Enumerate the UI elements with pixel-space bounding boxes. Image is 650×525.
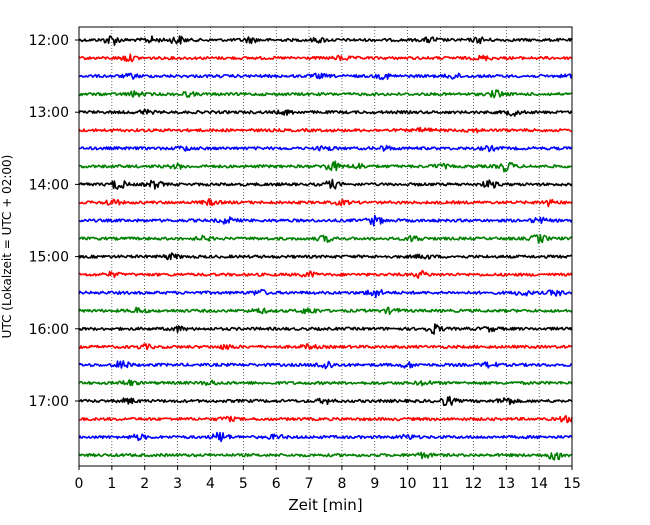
x-tick-label: 11 xyxy=(432,476,450,492)
grid-layer xyxy=(111,27,540,466)
x-tick-label: 13 xyxy=(497,476,515,492)
trace-1600 xyxy=(78,323,573,335)
trace-1715 xyxy=(79,415,573,424)
x-tick-label: 1 xyxy=(107,476,116,492)
y-axis-title: UTC (Lokalzeit = UTC + 02:00) xyxy=(0,155,14,339)
y-tick-label: 16:00 xyxy=(29,322,69,338)
x-tick-label: 4 xyxy=(206,476,215,492)
x-tick-label: 7 xyxy=(305,476,314,492)
x-tick-label: 10 xyxy=(399,476,417,492)
y-tick-label: 15:00 xyxy=(29,250,69,266)
x-tick-label: 8 xyxy=(337,476,346,492)
trace-1415 xyxy=(78,198,573,208)
y-tick-label: 14:00 xyxy=(29,177,69,193)
trace-1645 xyxy=(78,379,573,387)
trace-1430 xyxy=(78,214,573,227)
x-tick-layer: 0 1 2 3 4 5 6 7 8 9 10 11 12 13 14 15 xyxy=(75,466,581,492)
trace-1315 xyxy=(78,126,572,134)
trace-1745 xyxy=(78,451,573,461)
plot-frame xyxy=(78,26,573,467)
trace-1300 xyxy=(78,108,573,117)
y-tick-label: 13:00 xyxy=(29,105,69,121)
trace-1245 xyxy=(78,89,573,99)
trace-1545 xyxy=(78,306,573,315)
trace-1230 xyxy=(79,72,573,81)
y-tick-layer: 12:00 13:00 14:00 15:00 16:00 17:00 xyxy=(29,33,79,410)
x-tick-label: 2 xyxy=(140,476,149,492)
x-tick-label: 12 xyxy=(464,476,482,492)
x-tick-label: 3 xyxy=(173,476,182,492)
x-axis-title: Zeit [min] xyxy=(288,496,362,514)
trace-1200 xyxy=(78,35,573,46)
x-tick-label: 9 xyxy=(370,476,379,492)
x-tick-label: 6 xyxy=(272,476,281,492)
trace-1400 xyxy=(78,178,573,190)
x-tick-label: 15 xyxy=(563,476,581,492)
y-tick-label: 17:00 xyxy=(29,394,69,410)
trace-1500 xyxy=(78,252,573,261)
x-tick-label: 5 xyxy=(239,476,248,492)
trace-1445 xyxy=(78,234,573,244)
y-tick-label: 12:00 xyxy=(29,33,69,49)
trace-1630 xyxy=(78,360,573,370)
trace-1730 xyxy=(78,431,573,443)
trace-1515 xyxy=(78,269,573,279)
trace-1215 xyxy=(78,53,573,63)
trace-1345 xyxy=(78,160,572,173)
trace-1615 xyxy=(78,343,573,351)
trace-1700 xyxy=(78,395,573,407)
trace-1330 xyxy=(78,144,573,153)
trace-1530 xyxy=(78,288,573,299)
x-tick-label: 0 xyxy=(75,476,84,492)
trace-layer xyxy=(78,35,573,461)
x-tick-label: 14 xyxy=(530,476,548,492)
